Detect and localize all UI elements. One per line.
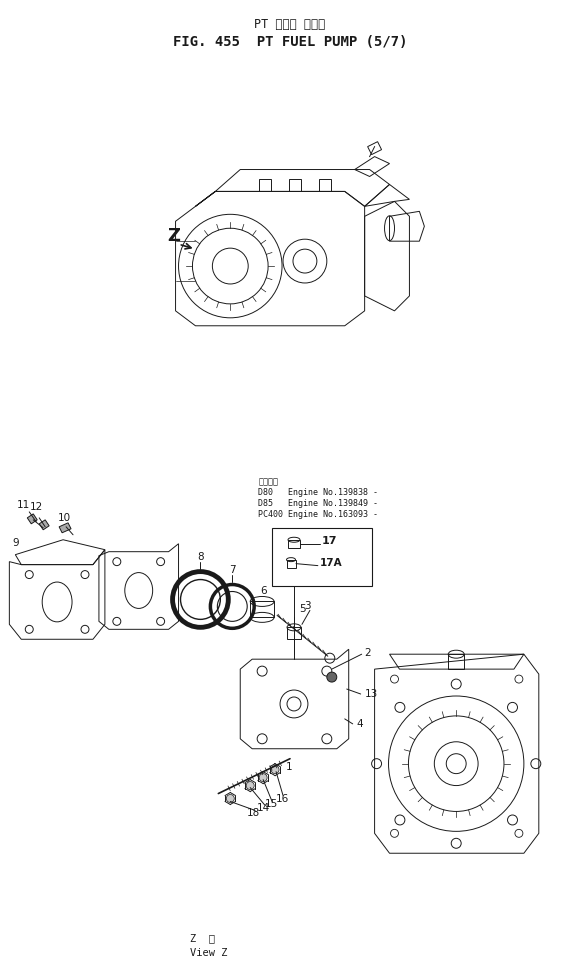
Circle shape	[246, 781, 254, 790]
Bar	[272, 528, 372, 585]
Circle shape	[259, 773, 267, 781]
Text: 18: 18	[246, 808, 260, 818]
Text: 6: 6	[260, 585, 267, 595]
Text: 1: 1	[286, 762, 292, 771]
Text: View Z: View Z	[191, 948, 228, 957]
Text: 12: 12	[30, 502, 43, 512]
Text: 17A: 17A	[320, 558, 342, 568]
Circle shape	[227, 795, 234, 803]
Text: 15: 15	[264, 800, 278, 809]
Text: 14: 14	[256, 804, 270, 813]
Text: 16: 16	[275, 794, 289, 804]
Text: 9: 9	[12, 538, 19, 547]
Polygon shape	[27, 514, 37, 524]
Circle shape	[327, 672, 337, 682]
Text: FIG. 455  PT FUEL PUMP (5/7): FIG. 455 PT FUEL PUMP (5/7)	[173, 35, 407, 49]
Text: 2: 2	[365, 649, 371, 658]
Text: 4: 4	[357, 719, 363, 729]
Text: 8: 8	[197, 551, 204, 562]
Text: 5: 5	[299, 605, 306, 615]
Text: 10: 10	[58, 513, 71, 523]
Text: PT フェル ポンプ: PT フェル ポンプ	[254, 18, 325, 31]
Text: D80   Engine No.139838 -: D80 Engine No.139838 -	[258, 489, 378, 498]
Text: Z  視: Z 視	[191, 933, 216, 943]
Text: Z: Z	[167, 227, 180, 245]
Polygon shape	[59, 523, 71, 533]
Text: 7: 7	[229, 565, 235, 575]
Polygon shape	[39, 520, 49, 530]
Text: 13: 13	[365, 689, 378, 699]
Text: D85   Engine No.139849 -: D85 Engine No.139849 -	[258, 500, 378, 508]
Text: 適用号簺: 適用号簺	[258, 477, 278, 487]
Text: PC400 Engine No.163093 -: PC400 Engine No.163093 -	[258, 510, 378, 519]
Circle shape	[271, 766, 279, 773]
Text: 3: 3	[304, 601, 311, 612]
Text: 17: 17	[322, 536, 338, 545]
Text: 11: 11	[17, 500, 30, 510]
